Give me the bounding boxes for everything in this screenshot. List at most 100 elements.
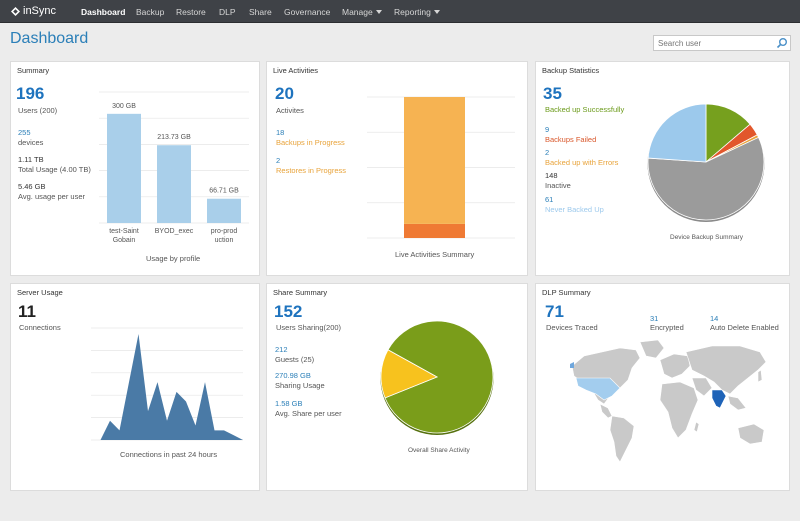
map-madagascar (693, 421, 700, 433)
devices-traced-count: 71 (545, 302, 564, 321)
chart-caption: Overall Share Activity (408, 447, 470, 454)
map-australia (737, 423, 765, 445)
map-middle-east (691, 377, 713, 397)
chart-caption: Usage by profile (146, 254, 201, 263)
chart-caption: Connections in past 24 hours (120, 450, 218, 459)
nav-manage-label: Manage (342, 7, 373, 17)
chart-caption: Live Activities Summary (395, 250, 475, 259)
restores-count: 2 (276, 156, 281, 165)
bar (107, 113, 141, 223)
panel-title: Backup Statistics (542, 66, 600, 75)
total-usage-label: Total Usage (4.00 TB) (18, 165, 91, 174)
nav-dlp[interactable]: DLP (219, 7, 236, 17)
map-india-highlight (711, 389, 727, 409)
page-title: Dashboard (10, 30, 89, 47)
bar-value-label: 300 GB (112, 103, 136, 110)
total-usage-value: 1.11 TB (18, 155, 44, 164)
backup-statistics-panel: Backup Statistics 35 Backed up Successfu… (535, 61, 790, 276)
x-tick-label: test-Saint (109, 228, 139, 235)
users-label: Users (200) (18, 106, 58, 115)
nav-manage[interactable]: Manage (342, 7, 382, 17)
share-summary-panel: Share Summary 152 Users Sharing(200) 212… (266, 283, 528, 491)
errors-count: 2 (545, 148, 550, 157)
devices-traced-label: Devices Traced (546, 323, 598, 332)
devices-label: devices (18, 138, 44, 147)
avg-share-value: 1.58 GB (275, 399, 303, 408)
map-africa (659, 381, 699, 439)
chart-caption: Device Backup Summary (670, 234, 743, 241)
activities-label: Activites (276, 106, 304, 115)
sharing-usage-value: 270.98 GB (275, 371, 311, 380)
nav-reporting-label: Reporting (394, 7, 431, 17)
connections-count: 11 (18, 302, 36, 321)
map-canada-highlight (570, 362, 574, 368)
restores-label[interactable]: Restores in Progress (276, 166, 347, 175)
pie-slice (647, 103, 707, 163)
dlp-summary-panel: DLP Summary 71 Devices Traced 31 Encrypt… (535, 283, 790, 491)
guests-label: Guests (25) (275, 355, 315, 364)
nav-governance[interactable]: Governance (284, 7, 331, 17)
map-usa-highlight (575, 377, 621, 401)
server-usage-panel: Server Usage 11 Connections Connections … (10, 283, 260, 491)
never-label[interactable]: Never Backed Up (545, 205, 604, 214)
sharing-users-count: 152 (274, 302, 303, 321)
sharing-users-label: Users Sharing(200) (276, 323, 342, 332)
map-central-america (599, 403, 613, 419)
inactive-count: 148 (545, 171, 558, 180)
panel-title: Server Usage (17, 288, 63, 297)
nav-restore[interactable]: Restore (176, 7, 206, 17)
map-asia (685, 345, 767, 395)
map-southeast-asia (727, 395, 747, 411)
map-japan (757, 369, 763, 383)
devices-count: 255 (18, 128, 31, 137)
logo-text: inSync (23, 5, 57, 17)
share-activity-pie (380, 320, 494, 435)
panel-title: Summary (17, 66, 50, 75)
nav-reporting[interactable]: Reporting (394, 7, 440, 17)
x-tick-label: BYOD_exec (155, 228, 194, 235)
map-europe (659, 353, 691, 379)
backups-label[interactable]: Backups in Progress (276, 138, 345, 147)
failed-count: 9 (545, 125, 550, 134)
x-tick-label: Gobain (113, 237, 136, 244)
avg-usage-label: Avg. usage per user (18, 192, 85, 201)
connections-area (91, 334, 243, 440)
sharing-usage-label: Sharing Usage (275, 381, 325, 390)
failed-label[interactable]: Backups Failed (545, 135, 597, 144)
guests-count: 212 (275, 345, 288, 354)
nav-dashboard[interactable]: Dashboard (81, 7, 126, 17)
connections-label: Connections (19, 323, 61, 332)
bar-value-label: 66.71 GB (209, 188, 239, 195)
stacked-bar-segment (404, 223, 465, 238)
bar-value-label: 213.73 GB (157, 134, 191, 141)
success-label[interactable]: Backed up Successfully (545, 105, 625, 114)
logo-mark-icon (11, 6, 20, 16)
stacked-bar-segment (404, 97, 465, 224)
connections-area-chart (91, 327, 243, 441)
map-south-america (609, 415, 635, 463)
search-input[interactable] (653, 35, 791, 51)
device-backup-pie (647, 103, 765, 222)
live-activities-chart (367, 96, 515, 239)
x-tick-label: uction (215, 237, 234, 244)
inactive-label[interactable]: Inactive (545, 181, 571, 190)
success-count: 35 (543, 84, 562, 103)
encrypted-label: Encrypted (650, 323, 684, 332)
usage-by-profile-chart: 300 GB test-Saint Gobain 213.73 GB BYOD_exec… (99, 91, 249, 244)
x-tick-label: pro-prod (211, 228, 238, 235)
pie-slice (647, 136, 765, 221)
search-icon[interactable] (776, 37, 788, 49)
errors-label[interactable]: Backed up with Errors (545, 158, 619, 167)
pie-slice (380, 349, 438, 399)
summary-panel: Summary 196 Users (200) 255 devices 1.11… (10, 61, 260, 276)
pie-slice (384, 320, 494, 434)
insync-logo[interactable]: inSync (11, 5, 56, 17)
bar (157, 145, 191, 223)
live-activities-panel: Live Activities 20 Activites 18 Backups … (266, 61, 528, 276)
chevron-down-icon (375, 10, 382, 14)
nav-share[interactable]: Share (249, 7, 272, 17)
nav-backup[interactable]: Backup (136, 7, 165, 17)
users-count: 196 (16, 84, 45, 103)
auto-delete-label: Auto Delete Enabled (710, 323, 779, 332)
world-map (570, 339, 767, 463)
